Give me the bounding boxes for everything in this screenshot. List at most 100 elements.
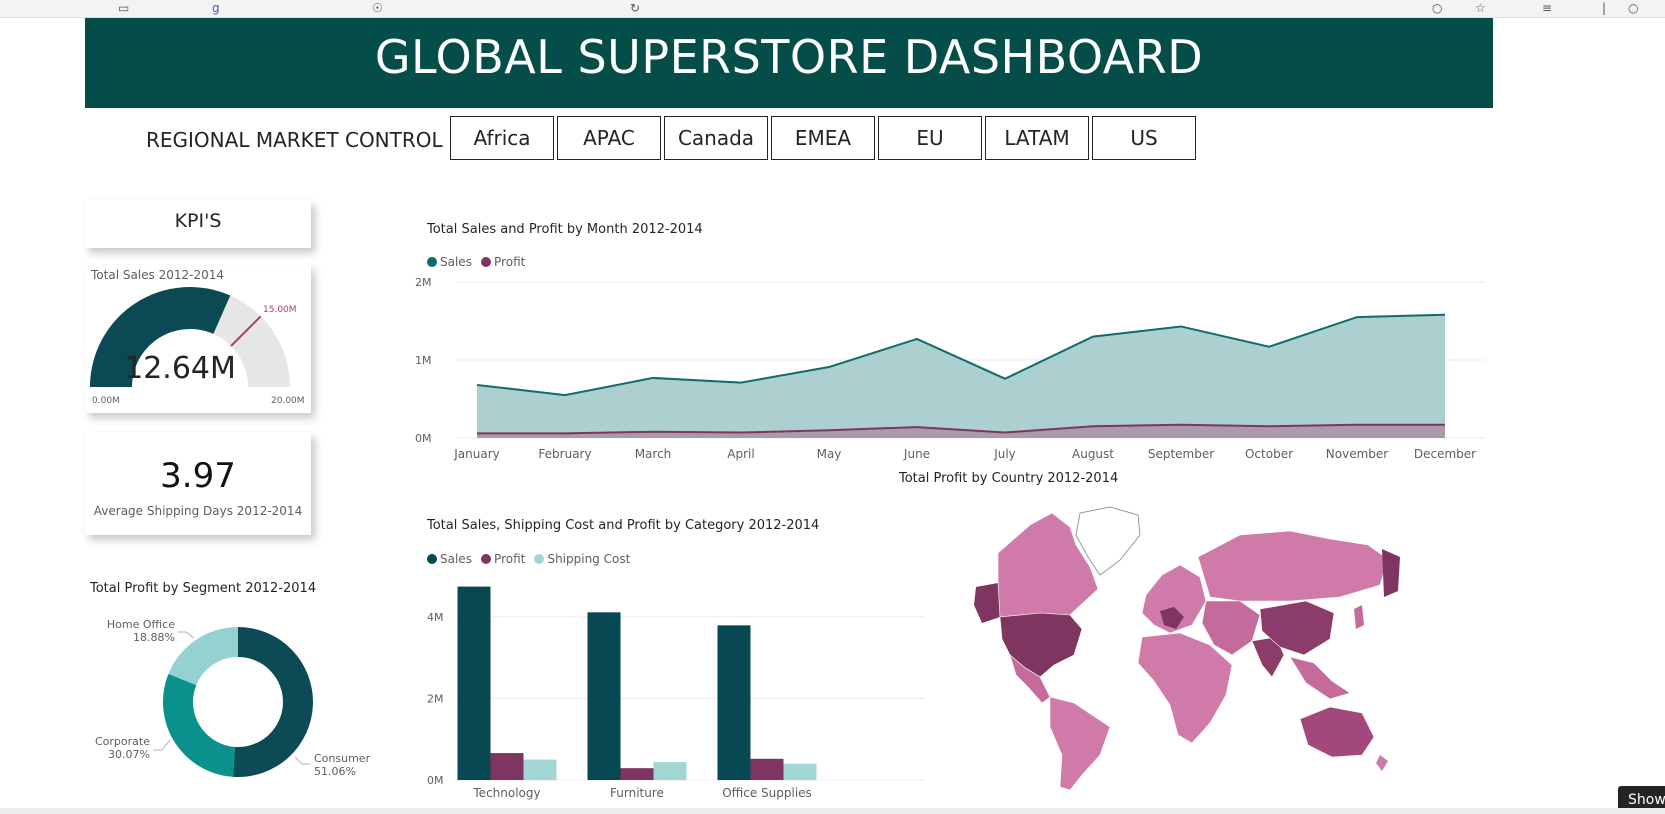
- bar-shipping[interactable]: [783, 763, 817, 780]
- map-usa[interactable]: [999, 612, 1083, 678]
- area-y-tick: 2M: [415, 276, 432, 289]
- category-chart-legend: Sales Profit Shipping Cost: [427, 548, 634, 567]
- area-x-tick: March: [635, 447, 672, 461]
- browser-toolbar-strip: ▭ g ☉ ↻ ○ ☆ ≡ | ○: [0, 0, 1665, 18]
- bottom-scroll-bar: [0, 808, 1665, 814]
- map-japan[interactable]: [1354, 605, 1364, 629]
- map-canada[interactable]: [997, 512, 1099, 618]
- bar-y-tick: 0M: [427, 774, 444, 787]
- bar-profit[interactable]: [490, 753, 524, 780]
- monthly-chart-legend: Sales Profit: [427, 251, 529, 270]
- profit-world-map: [974, 506, 1400, 791]
- map-far-east[interactable]: [1382, 549, 1400, 597]
- donut-pct-corporate: 30.07%: [108, 748, 150, 761]
- area-x-tick: July: [993, 447, 1016, 461]
- donut-slice-consumer[interactable]: [233, 627, 313, 777]
- donut-leader-consumer: [294, 756, 310, 765]
- region-button-canada[interactable]: Canada: [664, 116, 768, 160]
- donut-leader-home-office: [178, 631, 195, 639]
- header-banner: [85, 18, 1493, 108]
- lightbulb-icon[interactable]: ☉: [372, 1, 383, 15]
- area-x-tick: December: [1414, 447, 1476, 461]
- map-europe[interactable]: [1141, 564, 1207, 634]
- bar-y-tick: 2M: [427, 692, 444, 705]
- region-button-apac[interactable]: APAC: [557, 116, 661, 160]
- donut-slice-home-office[interactable]: [168, 627, 238, 686]
- bar-sales[interactable]: [717, 625, 751, 780]
- divider-icon: |: [1602, 1, 1607, 15]
- category-chart-title: Total Sales, Shipping Cost and Profit by…: [427, 518, 820, 533]
- avg-shipping-caption: Average Shipping Days 2012-2014: [93, 504, 303, 518]
- region-control-label: REGIONAL MARKET CONTROL: [146, 128, 443, 152]
- region-button-eu[interactable]: EU: [878, 116, 982, 160]
- donut-label-corporate: Corporate: [95, 735, 150, 748]
- gauge-min-label: 0.00M: [92, 396, 120, 406]
- gauge-fill: [90, 286, 231, 387]
- avg-shipping-value: 3.97: [160, 456, 236, 496]
- map-greenland[interactable]: [1075, 506, 1141, 576]
- window-icon[interactable]: ▭: [118, 1, 130, 15]
- map-alaska[interactable]: [974, 583, 1000, 623]
- kpi-title-card: KPI'S: [85, 200, 311, 248]
- legend-bar-profit[interactable]: Profit: [481, 552, 525, 566]
- donut-label-home-office: Home Office: [107, 618, 175, 631]
- monthly-area-chart: 0M 1M 2M January February March April May June Ju…: [415, 276, 1485, 461]
- area-x-tick: April: [727, 447, 754, 461]
- bar-sales[interactable]: [587, 612, 621, 780]
- donut-slice-corporate[interactable]: [163, 673, 236, 777]
- donut-leader-corporate: [153, 739, 171, 751]
- map-south-america[interactable]: [1049, 696, 1111, 791]
- area-y-tick: 0M: [415, 432, 432, 445]
- page-title: GLOBAL SUPERSTORE DASHBOARD: [374, 30, 1204, 84]
- bar-shipping[interactable]: [523, 759, 557, 780]
- bar-x-tick: Technology: [472, 786, 540, 800]
- donut-pct-consumer: 51.06%: [314, 765, 356, 778]
- legend-sales[interactable]: Sales: [427, 255, 472, 269]
- area-x-tick: September: [1148, 447, 1214, 461]
- map-china[interactable]: [1259, 600, 1335, 656]
- bar-profit[interactable]: [620, 768, 654, 780]
- legend-bar-shipping[interactable]: Shipping Cost: [534, 552, 630, 566]
- map-southeast-asia[interactable]: [1289, 656, 1351, 700]
- donut-label-consumer: Consumer: [314, 752, 371, 765]
- refresh-icon[interactable]: ↻: [630, 1, 641, 15]
- map-australia[interactable]: [1299, 706, 1375, 758]
- area-x-tick: October: [1245, 447, 1293, 461]
- segment-chart-title: Total Profit by Segment 2012-2014: [90, 581, 317, 596]
- map-middle-east[interactable]: [1201, 600, 1261, 656]
- profit-area: [477, 424, 1445, 438]
- region-button-africa[interactable]: Africa: [450, 116, 554, 160]
- map-new-zealand[interactable]: [1376, 755, 1388, 771]
- gauge-title: Total Sales 2012-2014: [91, 268, 225, 282]
- map-russia[interactable]: [1197, 530, 1389, 602]
- area-x-tick: August: [1072, 447, 1114, 461]
- area-x-tick: May: [817, 447, 842, 461]
- bar-x-tick: Furniture: [610, 786, 664, 800]
- sales-line[interactable]: [476, 313, 1446, 397]
- area-x-tick: January: [453, 447, 500, 461]
- region-button-us[interactable]: US: [1092, 116, 1196, 160]
- legend-bar-sales[interactable]: Sales: [427, 552, 472, 566]
- area-y-tick: 1M: [415, 354, 432, 367]
- map-africa[interactable]: [1137, 632, 1233, 744]
- gauge-target-label: 15.00M: [263, 305, 297, 315]
- bar-profit[interactable]: [750, 758, 784, 780]
- region-button-emea[interactable]: EMEA: [771, 116, 875, 160]
- bookmark-icon[interactable]: ☆: [1475, 1, 1486, 15]
- sales-gauge: 12.64M 0.00M 20.00M 15.00M: [90, 286, 305, 406]
- map-western-europe[interactable]: [1160, 607, 1184, 629]
- bar-y-tick: 4M: [427, 611, 444, 624]
- legend-profit[interactable]: Profit: [481, 255, 525, 269]
- link-icon[interactable]: g: [212, 1, 220, 15]
- bar-sales[interactable]: [457, 586, 491, 780]
- menu-icon[interactable]: ≡: [1542, 1, 1553, 15]
- profit-line[interactable]: [477, 423, 1445, 435]
- map-chart-title: Total Profit by Country 2012-2014: [899, 471, 1119, 486]
- gauge-target-marker: [230, 315, 262, 347]
- region-button-latam[interactable]: LATAM: [985, 116, 1089, 160]
- bar-shipping[interactable]: [653, 762, 687, 780]
- map-central-america[interactable]: [1009, 654, 1051, 704]
- category-bar-chart: 0M 2M 4M Technology Furniture Office Supplies: [427, 586, 925, 800]
- help-icon[interactable]: ○: [1432, 1, 1443, 15]
- profile-icon[interactable]: ○: [1628, 1, 1639, 15]
